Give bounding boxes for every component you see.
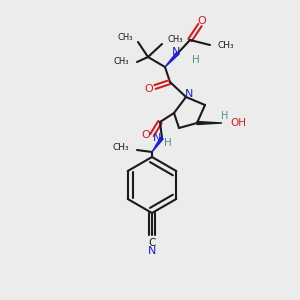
Text: O: O — [142, 130, 150, 140]
Text: N: N — [153, 133, 161, 143]
Text: CH₃: CH₃ — [112, 143, 129, 152]
Text: H: H — [192, 55, 200, 65]
Text: N: N — [185, 89, 193, 99]
Text: C: C — [148, 238, 156, 248]
Text: O: O — [145, 84, 153, 94]
Text: OH: OH — [230, 118, 246, 128]
Text: CH₃: CH₃ — [167, 34, 182, 43]
Text: CH₃: CH₃ — [218, 40, 235, 50]
Polygon shape — [197, 122, 222, 124]
Text: H: H — [164, 138, 172, 148]
Text: H: H — [221, 111, 229, 121]
Text: O: O — [198, 16, 206, 26]
Text: CH₃: CH₃ — [113, 58, 129, 67]
Text: N: N — [172, 47, 180, 57]
Text: N: N — [148, 246, 156, 256]
Polygon shape — [165, 52, 179, 67]
Polygon shape — [152, 137, 163, 152]
Text: CH₃: CH₃ — [118, 32, 133, 41]
